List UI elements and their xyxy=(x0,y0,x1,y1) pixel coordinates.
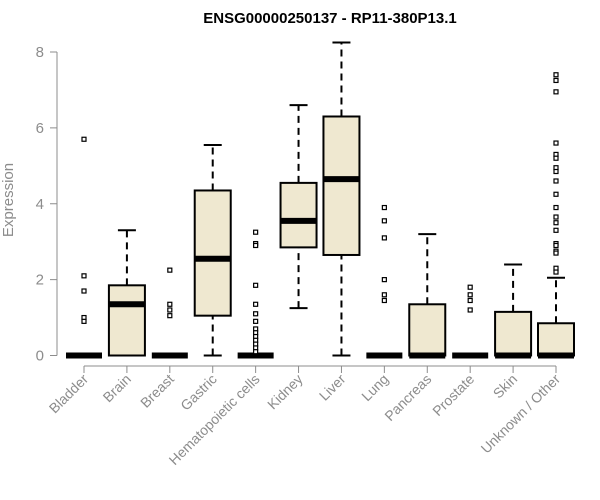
outlier-point xyxy=(381,218,387,224)
box-group xyxy=(408,233,447,359)
outlier-point xyxy=(467,284,473,290)
outlier-point xyxy=(553,220,559,226)
box-group xyxy=(322,41,361,357)
outlier-point xyxy=(381,235,387,241)
x-tick-label: Brain xyxy=(100,371,134,405)
outlier-point xyxy=(253,311,259,317)
outlier-point xyxy=(253,282,259,288)
chart-title: ENSG00000250137 - RP11-380P13.1 xyxy=(203,10,457,27)
box-rect xyxy=(537,322,575,357)
outlier-point xyxy=(553,269,559,275)
outlier-point xyxy=(381,297,387,304)
box-rect xyxy=(494,310,533,357)
outlier-point xyxy=(381,277,387,283)
outlier-point xyxy=(381,292,387,298)
outlier-point xyxy=(553,155,559,161)
box-group xyxy=(66,136,102,359)
x-tick-label: Lung xyxy=(358,371,391,404)
box-rect xyxy=(408,303,447,357)
y-axis: 0 2 4 6 8 xyxy=(36,44,58,365)
outlier-point xyxy=(253,301,259,307)
outlier-point xyxy=(553,140,559,146)
outlier-point xyxy=(553,89,559,95)
outlier-point xyxy=(253,242,259,249)
y-tick-label: 2 xyxy=(36,272,44,289)
box-group xyxy=(237,229,274,359)
outlier-point xyxy=(553,214,559,220)
x-tick-label: Unknown / Other xyxy=(478,371,564,457)
x-tick-label: Kidney xyxy=(264,371,306,413)
box-group xyxy=(494,263,533,359)
outlier-point xyxy=(553,242,559,249)
box-group xyxy=(279,104,318,310)
x-tick-label: Skin xyxy=(490,371,521,402)
x-tick-label: Prostate xyxy=(429,371,477,419)
box-rect xyxy=(107,284,146,357)
box-group xyxy=(537,72,575,359)
outlier-point xyxy=(167,307,173,313)
outlier-point xyxy=(467,307,473,313)
outlier-point xyxy=(553,77,559,84)
x-tick-label: Bladder xyxy=(46,371,92,417)
outlier-point xyxy=(81,136,87,142)
outlier-point xyxy=(553,168,559,175)
box-rect xyxy=(322,115,361,256)
outlier-point xyxy=(167,267,173,273)
box-group xyxy=(107,229,146,357)
y-tick-label: 4 xyxy=(36,196,44,213)
box-group xyxy=(151,267,188,359)
outlier-point xyxy=(553,204,559,211)
outlier-point xyxy=(167,313,173,319)
box-group xyxy=(366,204,403,359)
x-tick-label: Pancreas xyxy=(381,371,434,424)
outlier-point xyxy=(467,292,473,298)
box-rect xyxy=(193,189,232,317)
plot-area xyxy=(66,41,575,359)
y-axis-label: Expression xyxy=(0,163,17,237)
box-rect xyxy=(279,181,318,249)
outlier-point xyxy=(381,204,387,211)
outlier-point xyxy=(553,250,559,256)
x-tick-label: Breast xyxy=(137,371,177,411)
x-tick-label: Gastric xyxy=(177,371,220,414)
outlier-point xyxy=(167,301,173,307)
outlier-point xyxy=(553,191,559,197)
outlier-point xyxy=(253,229,259,235)
outlier-point xyxy=(553,227,559,233)
outlier-point xyxy=(81,318,87,324)
outlier-point xyxy=(467,297,473,304)
y-tick-label: 6 xyxy=(36,120,44,137)
outlier-point xyxy=(253,349,259,355)
outlier-point xyxy=(553,72,559,78)
y-tick-label: 8 xyxy=(36,44,44,61)
box-group xyxy=(193,143,232,357)
outlier-point xyxy=(553,178,559,184)
outlier-point xyxy=(81,288,87,294)
outlier-point xyxy=(81,273,87,279)
x-tick-label: Liver xyxy=(316,371,349,404)
y-tick-label: 0 xyxy=(36,348,44,365)
box-group xyxy=(452,284,489,359)
outlier-point xyxy=(253,318,259,324)
